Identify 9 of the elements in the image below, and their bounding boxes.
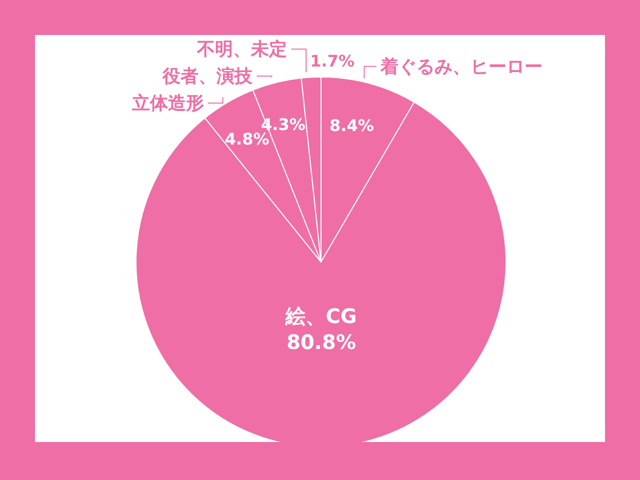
data-label: 80.8% bbox=[286, 330, 356, 354]
slice-label: 不明、未定 bbox=[196, 39, 288, 60]
slice-label: 役者、演技 bbox=[162, 66, 254, 88]
data-label: 4.8% bbox=[224, 130, 270, 149]
slice-label: 着ぐるみ、ヒーロー bbox=[379, 56, 542, 78]
slice-label: 立体造形 bbox=[130, 93, 204, 114]
slice-label: 絵、CG bbox=[284, 304, 357, 328]
data-label: 1.7% bbox=[310, 51, 354, 70]
data-label: 8.4% bbox=[330, 116, 374, 135]
